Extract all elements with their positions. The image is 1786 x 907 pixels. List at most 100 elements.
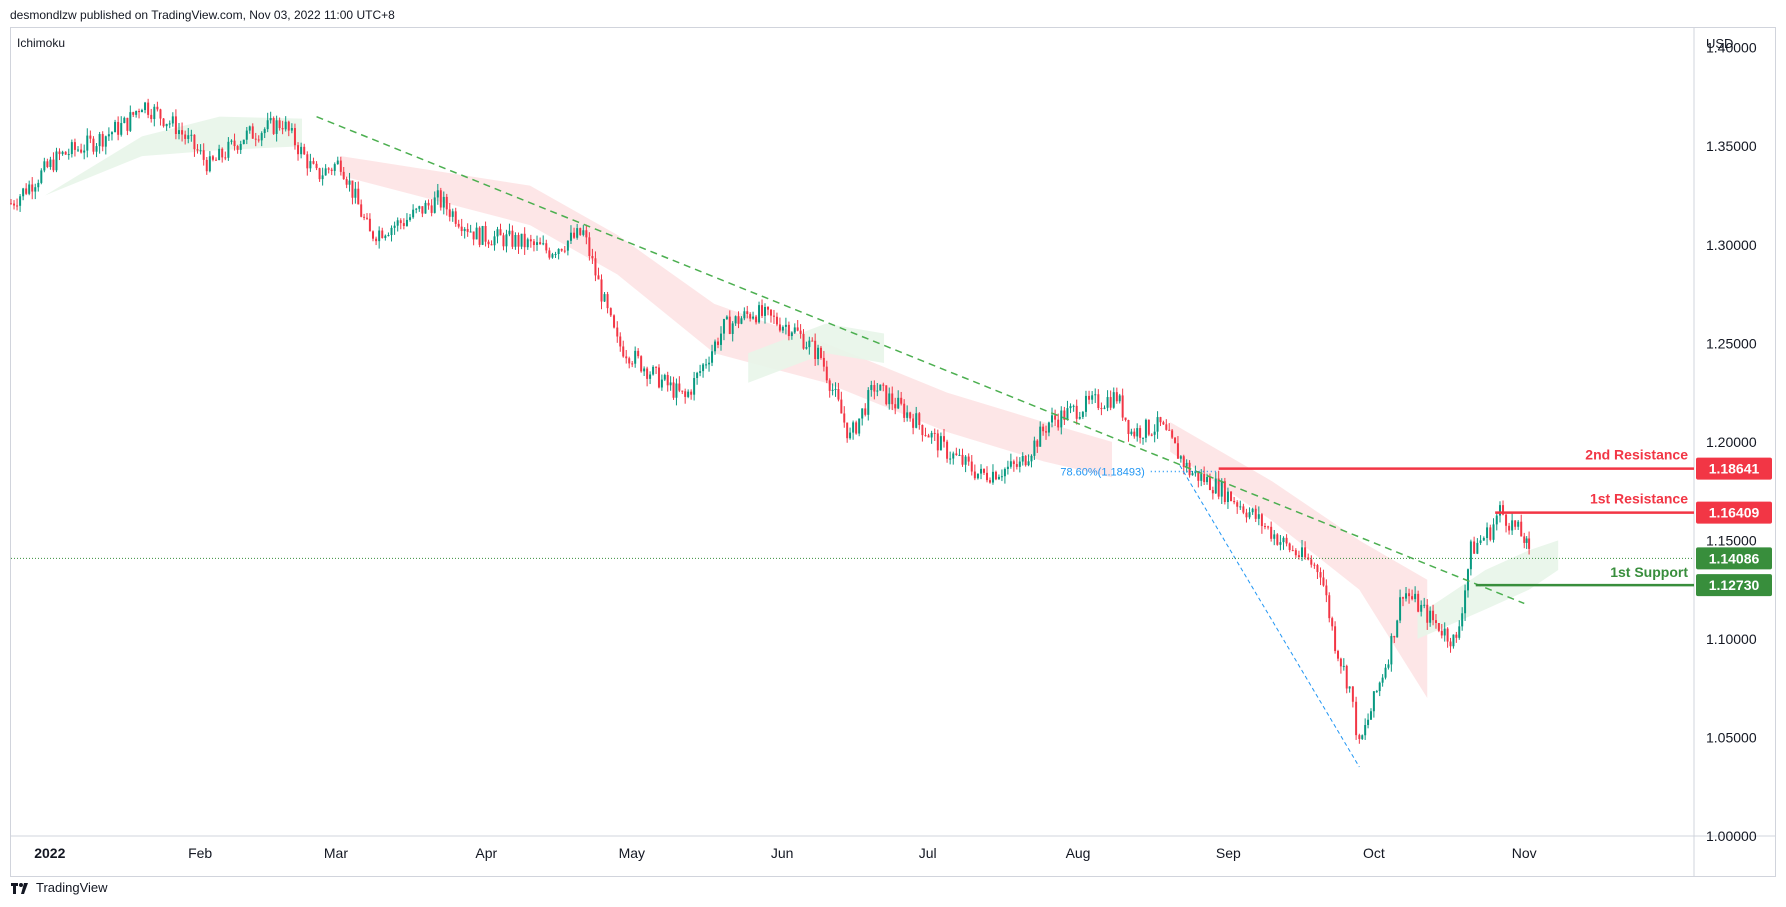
candle-body	[1508, 525, 1511, 531]
candle-body	[1018, 461, 1021, 467]
candle-body	[961, 454, 964, 465]
candle-body	[101, 134, 104, 147]
candle-body	[1045, 431, 1048, 433]
candle-body	[1301, 547, 1304, 558]
candle-body	[983, 468, 986, 473]
candle-body	[946, 441, 949, 459]
candle-body	[1297, 555, 1300, 558]
candle-body	[822, 357, 825, 367]
candle-body	[110, 132, 113, 135]
candle-body	[772, 315, 775, 317]
candle-body	[897, 397, 900, 409]
candle-body	[737, 316, 740, 324]
candle-body	[98, 134, 101, 147]
candle-body	[988, 480, 991, 483]
candle-body	[40, 170, 43, 183]
candle-body	[1476, 542, 1479, 554]
candle-body	[799, 330, 802, 334]
candle-body	[1432, 610, 1435, 621]
candle-body	[1291, 550, 1294, 552]
y-tick-label: 1.10000	[1706, 631, 1757, 647]
candle-body	[123, 117, 126, 124]
candle-body	[722, 319, 725, 334]
candle-body	[162, 118, 165, 127]
candle-body	[132, 112, 135, 115]
candle-body	[1399, 597, 1402, 621]
candle-body	[628, 358, 631, 364]
candle-body	[828, 380, 831, 391]
candle-body	[1520, 521, 1523, 537]
candle-body	[153, 106, 156, 120]
candle-body	[393, 225, 396, 228]
candle-body	[1342, 665, 1345, 667]
candle-body	[1525, 538, 1528, 543]
candle-body	[1322, 577, 1325, 586]
x-tick-label: Jun	[771, 845, 794, 861]
y-tick-label: 1.40000	[1706, 40, 1757, 56]
x-tick-label: Nov	[1512, 845, 1537, 861]
candle-body	[885, 385, 888, 405]
candle-body	[560, 249, 563, 251]
candle-body	[466, 228, 469, 232]
candle-body	[1426, 604, 1429, 623]
candle-body	[684, 391, 687, 397]
candle-body	[371, 231, 374, 239]
candle-body	[1147, 419, 1150, 435]
candle-body	[199, 150, 202, 152]
candle-body	[1351, 686, 1354, 702]
candle-body	[1336, 650, 1339, 659]
candle-body	[64, 151, 67, 155]
price-chart[interactable]: 1.40000 1.35000 1.30000 1.25000 1.20000 1.150…	[0, 0, 1786, 877]
level-name-label: 2nd Resistance	[1585, 447, 1688, 463]
candle-body	[825, 366, 828, 381]
candle-body	[245, 130, 248, 140]
candle-body	[1495, 515, 1498, 525]
candle-body	[242, 139, 245, 144]
candle-body	[1408, 593, 1411, 597]
candle-body	[16, 205, 19, 207]
candle-body	[129, 112, 132, 131]
candle-body	[218, 148, 221, 161]
level-name-label: 1st Resistance	[1590, 491, 1688, 507]
candle-body	[764, 307, 767, 316]
tradingview-brand[interactable]: TradingView	[10, 880, 108, 895]
candle-body	[37, 182, 40, 188]
candle-body	[600, 279, 603, 302]
candle-body	[545, 243, 548, 251]
candle-body	[378, 230, 381, 242]
candle-body	[609, 308, 612, 316]
candle-body	[1328, 595, 1331, 619]
candle-body	[1003, 469, 1006, 477]
candle-body	[511, 230, 514, 247]
candle-body	[1009, 461, 1012, 467]
candle-body	[918, 413, 921, 425]
indicator-label[interactable]: Ichimoku	[17, 36, 66, 50]
candle-body	[1248, 512, 1251, 518]
candle-body	[967, 456, 970, 462]
candle-body	[1449, 641, 1452, 647]
candle-body	[1339, 658, 1342, 667]
candle-body	[287, 121, 290, 131]
candle-body	[1469, 541, 1472, 570]
candle-body	[864, 408, 867, 415]
candle-body	[150, 114, 153, 120]
candle-body	[536, 242, 539, 246]
candle-body	[717, 341, 720, 345]
candle-body	[1417, 593, 1420, 612]
fib-level-label: 78.60%(1.18493)	[1060, 467, 1144, 479]
candle-body	[915, 413, 918, 428]
candle-body	[728, 316, 731, 334]
candle-body	[230, 140, 233, 142]
candle-body	[1171, 430, 1174, 438]
candle-body	[43, 161, 46, 171]
candle-body	[1091, 395, 1094, 400]
candle-body	[1072, 405, 1075, 407]
current-price-label: 1.14086	[1709, 550, 1760, 566]
candle-body	[13, 203, 16, 206]
candle-body	[174, 116, 177, 135]
candle-body	[1236, 502, 1239, 507]
candle-body	[114, 121, 117, 133]
candle-body	[1423, 604, 1426, 606]
candle-body	[120, 123, 123, 135]
candle-body	[1461, 613, 1464, 627]
